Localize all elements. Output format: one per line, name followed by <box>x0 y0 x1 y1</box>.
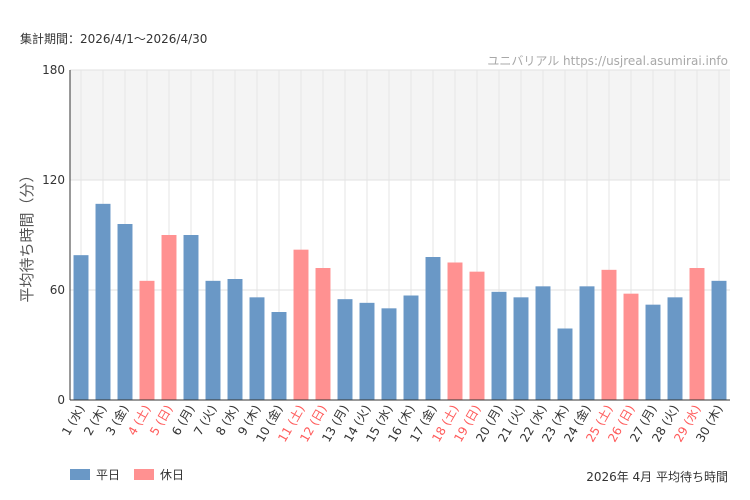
chart-title: 2026年 4月 平均待ち時間 <box>586 470 728 484</box>
bar <box>139 280 155 400</box>
legend-label-holiday: 休日 <box>160 468 185 482</box>
bar <box>381 308 397 400</box>
site-label: ユニバリアル https://usjreal.asumirai.info <box>487 54 728 68</box>
bar <box>645 304 661 400</box>
y-axis-label: 平均待ち時間（分） <box>18 167 36 302</box>
bar <box>249 297 265 400</box>
bar <box>271 312 287 400</box>
bar <box>183 235 199 400</box>
bar <box>359 302 375 400</box>
bar <box>557 328 573 400</box>
y-tick-label: 180 <box>42 63 65 77</box>
bar <box>623 293 639 400</box>
legend-label-weekday: 平日 <box>96 468 121 482</box>
bar <box>73 255 89 400</box>
bar <box>95 203 111 400</box>
legend: 平日 休日 <box>70 466 184 483</box>
period-label: 集計期間：2026/4/1～2026/4/30 <box>20 32 208 46</box>
bar <box>425 257 441 400</box>
bar <box>667 297 683 400</box>
legend-item-weekday: 平日 <box>70 466 120 483</box>
bar <box>403 295 419 400</box>
bar <box>491 291 507 400</box>
bar <box>227 279 243 400</box>
bar <box>469 271 485 400</box>
bar <box>205 280 221 400</box>
bar <box>337 299 353 400</box>
y-tick-label: 0 <box>57 393 65 407</box>
legend-swatch-weekday <box>70 469 90 480</box>
bar <box>535 286 551 400</box>
legend-swatch-holiday <box>134 469 155 480</box>
highlight-band <box>70 70 730 180</box>
bar <box>513 297 529 400</box>
y-tick-label: 60 <box>50 283 65 297</box>
bar <box>447 262 463 400</box>
bar <box>689 268 705 400</box>
bar <box>315 268 331 400</box>
y-tick-label: 120 <box>42 173 65 187</box>
bar <box>579 286 595 400</box>
bar <box>601 269 617 400</box>
bar <box>161 235 177 400</box>
bar <box>711 280 727 400</box>
bar <box>293 249 309 400</box>
bar <box>117 224 133 400</box>
legend-item-holiday: 休日 <box>134 466 184 483</box>
